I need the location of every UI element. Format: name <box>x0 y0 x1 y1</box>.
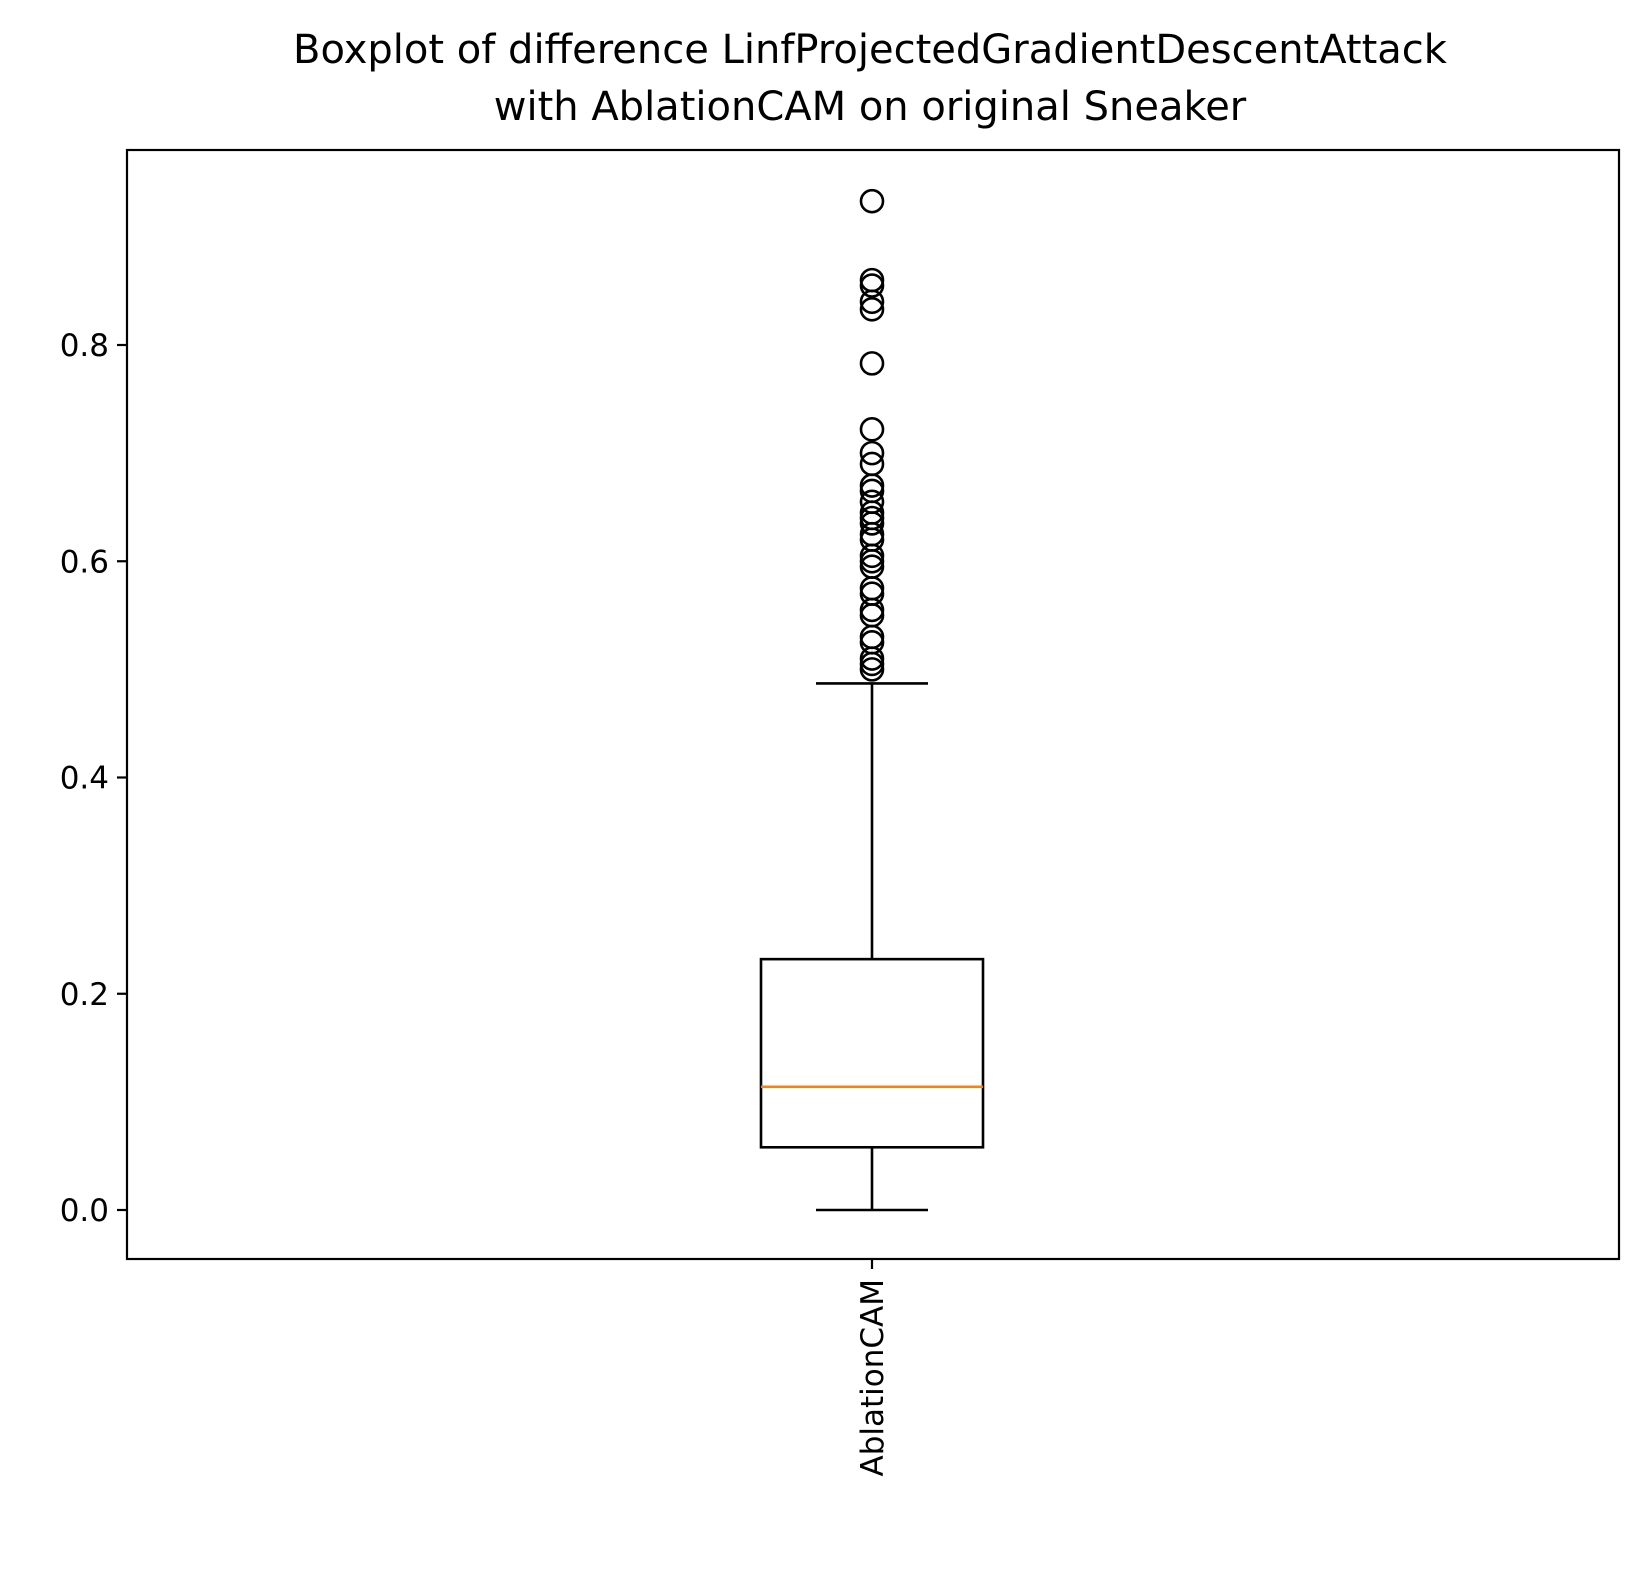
outlier-point <box>859 451 885 477</box>
outlier-point <box>859 351 885 376</box>
outlier-point <box>859 489 885 515</box>
outlier-point <box>859 440 885 466</box>
outlier-point <box>859 297 885 322</box>
x-tick-label: AblationCAM <box>855 1279 891 1476</box>
ablationcam-box <box>759 682 985 1212</box>
y-tick-label: 0.6 <box>60 544 109 580</box>
y-axis: 0.0 0.2 0.4 0.6 0.8 <box>60 328 127 1229</box>
outlier-point <box>859 630 885 655</box>
outlier-point <box>859 267 885 293</box>
outlier-point <box>859 624 885 650</box>
outlier-points <box>859 188 885 682</box>
outlier-point <box>859 273 885 298</box>
outlier-point <box>859 603 885 628</box>
outlier-point <box>859 575 885 601</box>
interquartile-box <box>759 957 985 1149</box>
chart-title-line-2: with AblationCAM on original Sneaker <box>494 84 1247 130</box>
y-tick-label: 0.8 <box>60 328 109 364</box>
outlier-point <box>859 548 885 574</box>
chart-title-line-1: Boxplot of difference LinfProjectedGradi… <box>293 27 1448 73</box>
y-tick-label: 0.0 <box>60 1193 109 1229</box>
outlier-point <box>859 651 885 677</box>
outlier-point <box>859 188 885 214</box>
outlier-point <box>859 417 885 442</box>
outlier-point <box>859 473 885 498</box>
y-tick-label: 0.2 <box>60 977 109 1013</box>
y-tick-label: 0.4 <box>60 761 109 797</box>
outlier-point <box>859 581 885 606</box>
x-axis: AblationCAM <box>855 1259 891 1476</box>
